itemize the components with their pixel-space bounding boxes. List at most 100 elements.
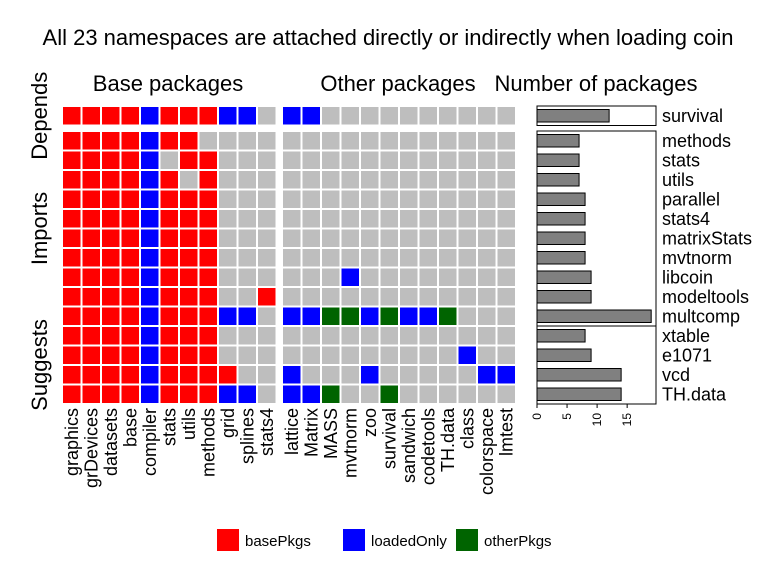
heatmap-cell <box>160 132 178 150</box>
heatmap-cell <box>439 229 457 247</box>
heatmap-cell <box>497 268 515 286</box>
row-label: vcd <box>662 365 690 385</box>
heatmap-cell <box>458 229 476 247</box>
heatmap-cell <box>361 307 379 325</box>
count-bar <box>536 348 592 362</box>
heatmap-cell <box>180 288 198 306</box>
heatmap-cell <box>141 268 159 286</box>
heatmap-cell <box>497 385 515 403</box>
heatmap-cell <box>302 307 320 325</box>
heatmap-cell <box>238 132 256 150</box>
heatmap-cell <box>361 268 379 286</box>
row-label: TH.data <box>662 385 727 405</box>
heatmap-cell <box>497 190 515 208</box>
heatmap-cell <box>361 171 379 189</box>
heatmap-cell <box>439 171 457 189</box>
heatmap-cell <box>63 171 81 189</box>
heatmap-cell <box>199 288 217 306</box>
heatmap-cells <box>62 106 516 404</box>
heatmap-cell <box>141 307 159 325</box>
heatmap-cell <box>380 107 398 125</box>
heatmap-cell <box>283 268 301 286</box>
heatmap-cell <box>458 151 476 169</box>
heatmap-cell <box>302 249 320 267</box>
heatmap-cell <box>82 229 100 247</box>
heatmap-cell <box>283 171 301 189</box>
heatmap-cell <box>478 107 496 125</box>
group-label: Suggests <box>27 319 52 411</box>
heatmap-cell <box>238 249 256 267</box>
heatmap-cell <box>302 210 320 228</box>
heatmap-cell <box>341 171 359 189</box>
heatmap-cell <box>439 288 457 306</box>
heatmap-cell <box>322 385 340 403</box>
panel-bg <box>282 106 516 126</box>
column-label: Matrix <box>301 408 321 457</box>
heatmap-cell <box>361 366 379 384</box>
heatmap-cell <box>478 171 496 189</box>
heatmap-cell <box>102 210 120 228</box>
heatmap-cell <box>63 229 81 247</box>
row-label: survival <box>662 106 723 126</box>
heatmap-cell <box>102 268 120 286</box>
heatmap-cell <box>63 307 81 325</box>
legend: basePkgs loadedOnly otherPkgs <box>217 529 552 551</box>
heatmap-cell <box>160 107 178 125</box>
heatmap-cell <box>400 268 418 286</box>
heatmap-cell <box>82 366 100 384</box>
heatmap-cell <box>478 210 496 228</box>
heatmap-cell <box>199 171 217 189</box>
heatmap-cell <box>400 288 418 306</box>
heatmap-cell <box>400 190 418 208</box>
heatmap-cell <box>199 107 217 125</box>
heatmap-cell <box>238 288 256 306</box>
heatmap-cell <box>400 385 418 403</box>
heatmap-cell <box>302 366 320 384</box>
heatmap-cell <box>341 229 359 247</box>
legend-label: basePkgs <box>245 533 311 550</box>
heatmap-cell <box>180 385 198 403</box>
heatmap-cell <box>283 327 301 345</box>
heatmap-cell <box>419 288 437 306</box>
heatmap-cell <box>258 107 276 125</box>
heatmap-cell <box>82 132 100 150</box>
heatmap-cell <box>458 327 476 345</box>
heatmap-cell <box>458 210 476 228</box>
heatmap-cell <box>380 229 398 247</box>
count-tick-label: 5 <box>560 413 574 420</box>
heatmap-cell <box>341 366 359 384</box>
heatmap-cell <box>219 288 237 306</box>
heatmap-cell <box>258 327 276 345</box>
heatmap-cell <box>497 151 515 169</box>
heatmap-cell <box>361 151 379 169</box>
row-label: matrixStats <box>662 229 752 249</box>
heatmap-cell <box>322 171 340 189</box>
heatmap-cell <box>82 288 100 306</box>
heatmap-cell <box>361 229 379 247</box>
heatmap-cell <box>458 385 476 403</box>
heatmap-cell <box>141 107 159 125</box>
heatmap-cell <box>497 366 515 384</box>
count-bar <box>536 134 580 148</box>
heatmap-cell <box>361 346 379 364</box>
heatmap-cell <box>439 307 457 325</box>
heatmap-cell <box>458 190 476 208</box>
heatmap-cell <box>258 268 276 286</box>
heatmap-cell <box>82 210 100 228</box>
heatmap-cell <box>238 210 256 228</box>
chart-title: All 23 namespaces are attached directly … <box>43 25 734 50</box>
heatmap-cell <box>219 229 237 247</box>
heatmap-cell <box>63 249 81 267</box>
heatmap-cell <box>478 249 496 267</box>
heatmap-cell <box>82 151 100 169</box>
heatmap-cell <box>283 229 301 247</box>
heatmap-cell <box>283 190 301 208</box>
heatmap-cell <box>160 171 178 189</box>
heatmap-cell <box>102 151 120 169</box>
heatmap-cell <box>283 385 301 403</box>
heatmap-cell <box>141 249 159 267</box>
heatmap-cell <box>380 190 398 208</box>
count-tick-label: 10 <box>590 413 604 427</box>
heatmap-cell <box>219 190 237 208</box>
